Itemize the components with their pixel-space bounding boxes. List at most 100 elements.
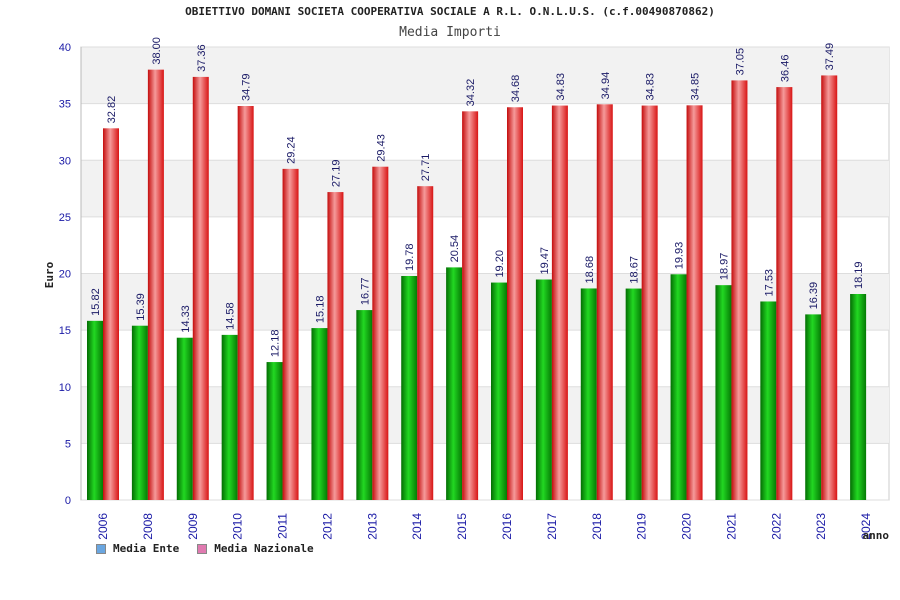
grid-band bbox=[81, 386, 889, 444]
grid-band bbox=[81, 273, 889, 331]
x-tick-label: 2022 bbox=[769, 513, 783, 540]
y-tick-label: 30 bbox=[59, 155, 71, 167]
bar-media-ente bbox=[715, 285, 732, 500]
bar-media-ente bbox=[446, 267, 463, 500]
bar-media-nazionale bbox=[103, 128, 119, 500]
bar-media-ente bbox=[87, 320, 103, 500]
x-axis: 2006 2008 2009 2010 2011 2012 2013 2014 2015 2016… bbox=[96, 513, 873, 540]
data-label: 36.46 bbox=[779, 55, 791, 83]
data-label: 18.97 bbox=[718, 253, 730, 281]
bar-media-nazionale bbox=[417, 186, 434, 500]
x-tick-label: 2021 bbox=[724, 513, 738, 540]
x-tick-label: 2017 bbox=[545, 513, 559, 540]
bar-media-ente bbox=[805, 314, 822, 500]
bar-media-nazionale bbox=[462, 111, 479, 501]
x-tick-label: 2010 bbox=[231, 513, 245, 540]
bar-media-nazionale bbox=[192, 76, 209, 500]
x-tick-label: 2012 bbox=[320, 513, 334, 540]
data-label: 12.18 bbox=[270, 330, 282, 358]
bar-media-ente bbox=[670, 274, 687, 500]
x-tick-label: 2013 bbox=[365, 513, 379, 540]
y-axis: 0 5 10 15 20 25 30 35 40 bbox=[59, 42, 82, 507]
legend-item-media-nazionale: Media Nazionale bbox=[197, 542, 314, 555]
data-label: 16.39 bbox=[808, 282, 820, 310]
data-label: 14.33 bbox=[180, 305, 192, 333]
bar-media-ente bbox=[535, 279, 552, 500]
y-tick-label: 25 bbox=[59, 212, 71, 224]
y-tick-label: 40 bbox=[59, 42, 71, 54]
x-tick-label: 2011 bbox=[276, 513, 290, 539]
data-label: 34.32 bbox=[465, 79, 477, 107]
data-label: 18.68 bbox=[584, 256, 596, 284]
chart-subtitle: Media Importi bbox=[399, 25, 501, 40]
data-label: 38.00 bbox=[151, 37, 163, 65]
data-label: 34.68 bbox=[510, 75, 522, 103]
data-label: 16.77 bbox=[359, 278, 371, 306]
legend-label-media-nazionale: Media Nazionale bbox=[214, 542, 314, 555]
data-label: 27.71 bbox=[420, 154, 432, 182]
legend: Media Ente Media Nazionale bbox=[96, 542, 314, 555]
bar-media-nazionale bbox=[372, 166, 389, 500]
bar-media-nazionale bbox=[551, 105, 568, 501]
bar-media-nazionale bbox=[596, 104, 613, 500]
data-label: 29.43 bbox=[375, 134, 387, 162]
data-label: 15.39 bbox=[135, 293, 147, 321]
bar-media-nazionale bbox=[641, 105, 658, 501]
data-label: 18.67 bbox=[629, 256, 641, 284]
data-label: 37.36 bbox=[196, 44, 208, 72]
bar-media-ente bbox=[176, 337, 193, 500]
bar-media-nazionale bbox=[282, 168, 299, 500]
x-axis-label: anno bbox=[863, 529, 890, 542]
data-label: 17.53 bbox=[763, 269, 775, 297]
data-label: 29.24 bbox=[286, 136, 298, 164]
bar-series: 15.82 32.82 15.39 38.00 14.33 37.36 14.58 34.79… bbox=[87, 37, 867, 501]
x-tick-label: 2008 bbox=[141, 513, 155, 540]
data-label: 20.54 bbox=[449, 235, 461, 263]
bar-media-ente bbox=[221, 334, 238, 500]
x-tick-label: 2020 bbox=[680, 513, 694, 540]
legend-item-media-ente: Media Ente bbox=[96, 542, 179, 555]
grid-band bbox=[81, 47, 889, 104]
y-axis-label: Euro bbox=[43, 261, 56, 288]
x-tick-label: 2015 bbox=[455, 513, 469, 540]
legend-swatch-media-nazionale bbox=[197, 543, 208, 554]
data-label: 14.58 bbox=[225, 302, 237, 330]
bar-media-ente bbox=[491, 282, 507, 500]
x-tick-label: 2018 bbox=[590, 513, 604, 540]
data-label: 19.78 bbox=[404, 243, 416, 271]
bar-media-nazionale bbox=[686, 105, 703, 500]
legend-swatch-media-ente bbox=[96, 543, 106, 554]
plot-background bbox=[80, 46, 890, 501]
data-label: 15.82 bbox=[90, 288, 102, 316]
y-tick-label: 10 bbox=[59, 382, 71, 394]
bar-media-ente bbox=[850, 293, 867, 500]
data-label: 15.18 bbox=[314, 296, 326, 324]
data-label: 19.47 bbox=[539, 247, 551, 275]
data-label: 37.49 bbox=[824, 43, 836, 71]
data-label: 34.83 bbox=[645, 73, 657, 101]
data-label: 18.19 bbox=[853, 261, 865, 289]
x-tick-label: 2016 bbox=[500, 513, 514, 540]
bar-media-ente bbox=[356, 310, 373, 500]
data-label: 34.83 bbox=[555, 73, 567, 101]
bar-media-nazionale bbox=[237, 106, 254, 501]
chart-title: OBIETTIVO DOMANI SOCIETA COOPERATIVA SOC… bbox=[185, 5, 715, 18]
legend-label-media-ente: Media Ente bbox=[113, 542, 180, 555]
bar-media-ente bbox=[401, 275, 418, 500]
bar-media-nazionale bbox=[776, 87, 793, 500]
y-tick-label: 35 bbox=[59, 99, 71, 111]
x-tick-label: 2024 bbox=[859, 513, 873, 540]
y-tick-label: 0 bbox=[65, 495, 71, 507]
data-label: 34.94 bbox=[600, 72, 612, 100]
y-tick-label: 20 bbox=[59, 269, 71, 281]
x-tick-label: 2009 bbox=[186, 513, 200, 540]
data-label: 27.19 bbox=[330, 160, 342, 188]
bar-media-nazionale bbox=[327, 192, 344, 501]
y-tick-label: 5 bbox=[65, 438, 71, 450]
bar-media-nazionale bbox=[731, 80, 748, 500]
data-label: 19.20 bbox=[494, 250, 506, 278]
bar-media-ente bbox=[266, 362, 283, 500]
x-tick-label: 2006 bbox=[96, 513, 110, 540]
x-tick-label: 2023 bbox=[814, 513, 828, 540]
